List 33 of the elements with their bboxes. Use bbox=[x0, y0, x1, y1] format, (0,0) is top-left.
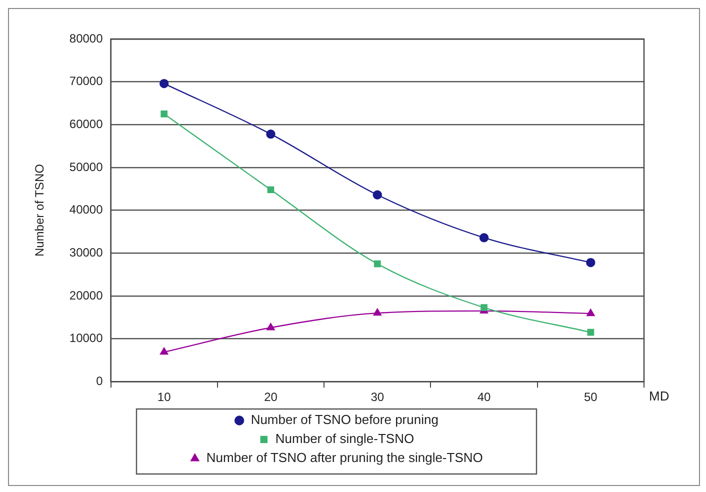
y-tick-label: 50000 bbox=[69, 160, 104, 174]
y-tick-label: 80000 bbox=[69, 31, 104, 46]
point bbox=[586, 258, 596, 268]
y-tick-label: 30000 bbox=[69, 245, 104, 260]
x-tick-label: 40 bbox=[477, 390, 492, 404]
point bbox=[267, 186, 274, 194]
point bbox=[160, 110, 168, 118]
point bbox=[266, 129, 276, 139]
y-axis-title: Number of TSNO bbox=[32, 164, 47, 257]
point bbox=[372, 190, 382, 200]
x-tick-label: 30 bbox=[370, 390, 384, 404]
point bbox=[586, 308, 595, 316]
legend-label: Number of TSNO after pruning the single-TSNO bbox=[206, 450, 483, 466]
point bbox=[160, 347, 168, 355]
x-axis-title: MD bbox=[649, 388, 670, 404]
y-tick-label: 0 bbox=[96, 374, 104, 388]
point bbox=[159, 78, 169, 88]
point bbox=[373, 308, 382, 316]
point bbox=[587, 328, 594, 336]
y-tick-label: 70000 bbox=[69, 74, 104, 88]
x-tick-label: 50 bbox=[584, 390, 598, 404]
legend-label: Number of TSNO before pruning bbox=[250, 412, 438, 428]
y-tick-label: 60000 bbox=[69, 116, 104, 131]
x-tick-label: 10 bbox=[157, 390, 172, 404]
y-tick-label: 10000 bbox=[69, 331, 104, 346]
point bbox=[374, 260, 381, 268]
legend-label: Number of single-TSNO bbox=[275, 431, 414, 446]
point bbox=[266, 323, 275, 330]
x-tick-label: 20 bbox=[264, 390, 278, 404]
y-tick-label: 20000 bbox=[69, 288, 104, 302]
point bbox=[480, 304, 488, 311]
y-tick-label: 40000 bbox=[69, 202, 104, 217]
point bbox=[479, 233, 489, 242]
